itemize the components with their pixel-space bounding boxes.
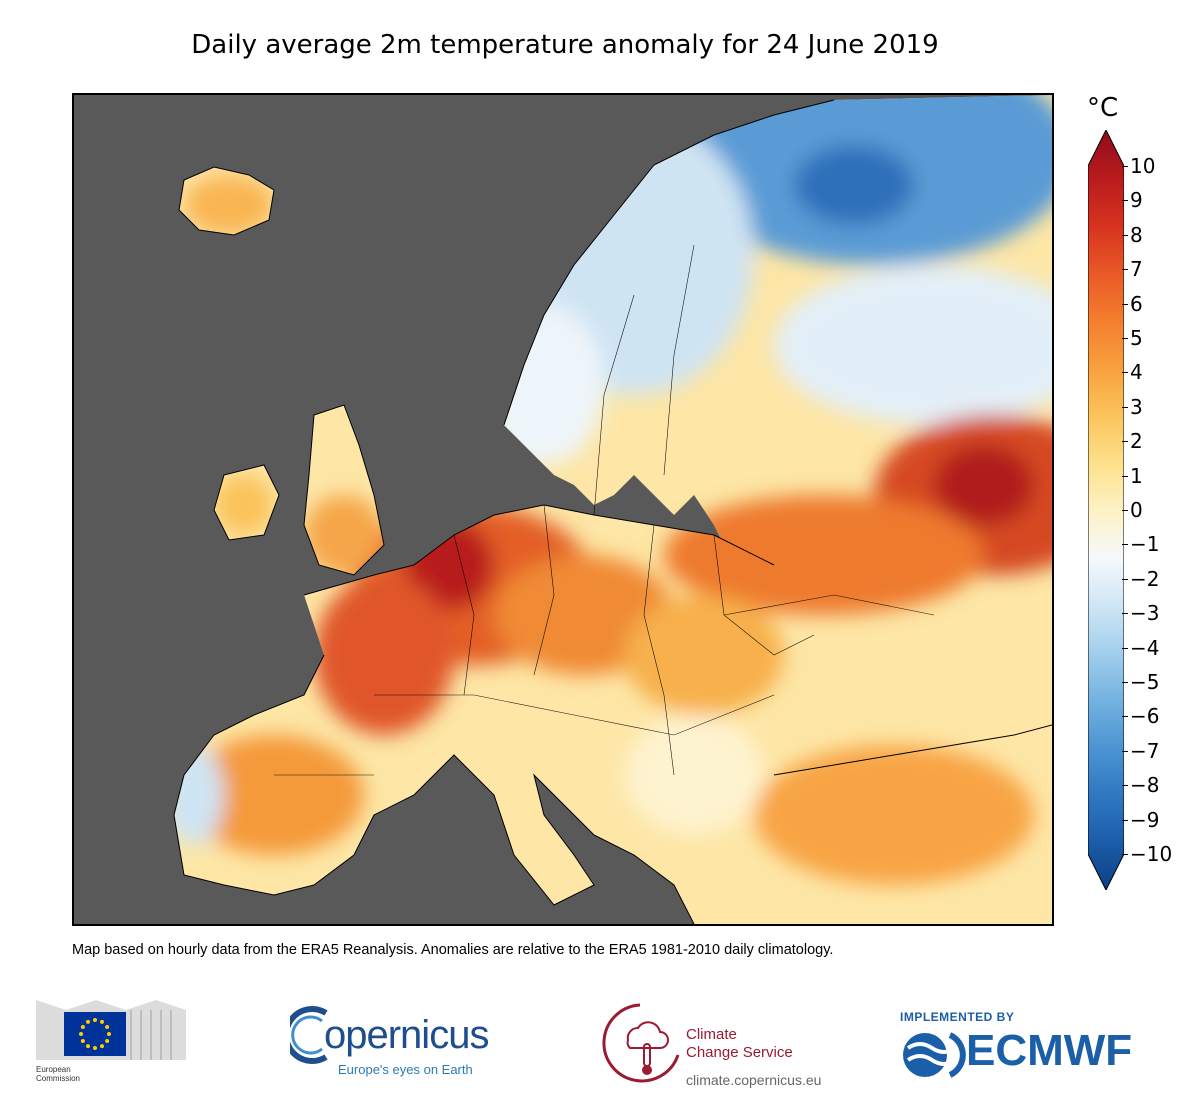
- colorbar-tick-label: 5: [1130, 326, 1143, 350]
- colorbar-tick-mark: [1122, 716, 1128, 718]
- colorbar-tick-mark: [1122, 475, 1128, 477]
- ecmwf-logo: IMPLEMENTED BY ECMWF: [900, 1010, 1170, 1090]
- eu-star-icon: [100, 1044, 104, 1049]
- colorbar-tick-label: −6: [1130, 704, 1160, 729]
- eu-star-icon: [93, 1018, 97, 1022]
- colorbar-tick-mark: [1122, 200, 1128, 202]
- colorbar-tick-label: 0: [1130, 498, 1143, 522]
- ec-line1: European: [36, 1065, 71, 1074]
- colorbar-tick-mark: [1122, 750, 1128, 752]
- ecmwf-name: ECMWF: [966, 1026, 1133, 1075]
- colorbar-tick-mark: [1122, 372, 1128, 374]
- colorbar-tick-mark: [1122, 166, 1128, 167]
- eu-star-icon: [86, 1019, 90, 1024]
- eu-star-icon: [79, 1032, 83, 1036]
- footnote: Map based on hourly data from the ERA5 R…: [72, 942, 834, 958]
- eu-star-icon: [105, 1025, 110, 1029]
- colorbar-tick-label: 1: [1130, 463, 1143, 488]
- eu-star-icon: [107, 1032, 111, 1036]
- map-title: Daily average 2m temperature anomaly for…: [191, 30, 939, 60]
- colorbar-tick-label: 3: [1130, 394, 1143, 419]
- country-borders: [274, 244, 935, 776]
- colorbar-tick-label: 8: [1130, 222, 1143, 247]
- c3s-line2: Change Service: [686, 1044, 793, 1061]
- colorbar-tick-label: −7: [1130, 738, 1160, 763]
- colorbar-tick-label: −2: [1130, 566, 1160, 591]
- coastlines: [173, 99, 1052, 924]
- colorbar-tick-label: −8: [1130, 773, 1160, 798]
- colorbar-tick-label: 9: [1130, 188, 1143, 213]
- colorbar-tick-mark: [1122, 234, 1128, 236]
- colorbar-tick-label: −4: [1130, 635, 1160, 660]
- ecmwf-waves-icon: [903, 1032, 966, 1078]
- c3s-line1: Climate: [686, 1026, 737, 1043]
- colorbar-tick-mark: [1122, 819, 1128, 821]
- colorbar-tick-label: 6: [1130, 291, 1143, 316]
- eu-star-icon: [93, 1046, 97, 1050]
- colorbar-tick-mark: [1122, 578, 1128, 580]
- colorbar-tick-label: −3: [1130, 601, 1160, 626]
- colorbar-tick-mark: [1122, 303, 1128, 305]
- colorbar-tick-label: 7: [1130, 257, 1143, 282]
- c3s-url: climate.copernicus.eu: [686, 1072, 822, 1088]
- colorbar-tick-mark: [1122, 510, 1128, 511]
- copernicus-logo: opernicus Europe's eyes on Earth: [290, 1005, 490, 1085]
- anomaly-map: [72, 93, 1054, 926]
- colorbar-tick-mark: [1122, 406, 1128, 408]
- colorbar-tick-label: 4: [1130, 360, 1143, 385]
- colorbar-tick-label: −9: [1130, 807, 1160, 832]
- colorbar-tick-mark: [1122, 613, 1128, 615]
- c3s-logo: Climate Change Service climate.copernicu…: [600, 1000, 830, 1090]
- copernicus-c-icon: [290, 1006, 328, 1064]
- european-commission-logo: European Commission: [36, 990, 186, 1090]
- eu-star-icon: [105, 1039, 110, 1043]
- colorbar-tick-label: 10: [1130, 154, 1156, 178]
- colorbar-tick-label: −1: [1130, 532, 1160, 557]
- colorbar-svg: [1087, 128, 1125, 892]
- thermometer-cloud-icon: [602, 1003, 680, 1083]
- ec-emblem-icon: [36, 1000, 186, 1060]
- colorbar-tick-mark: [1122, 854, 1128, 855]
- colorbar-tick-label: −5: [1130, 670, 1160, 694]
- colorbar-tick-mark: [1122, 269, 1128, 271]
- eu-star-icon: [80, 1025, 85, 1029]
- europe-map-svg: [74, 95, 1052, 924]
- colorbar: [1087, 128, 1125, 892]
- copernicus-tagline: Europe's eyes on Earth: [338, 1062, 473, 1077]
- colorbar-tick-mark: [1122, 682, 1128, 683]
- colorbar-tick-mark: [1122, 441, 1128, 443]
- eu-star-icon: [86, 1044, 90, 1049]
- colorbar-unit: °C: [1087, 93, 1119, 123]
- colorbar-tick-mark: [1122, 338, 1128, 339]
- ec-line2: Commission: [36, 1074, 81, 1083]
- colorbar-bar: [1087, 128, 1125, 892]
- ec-text: European Commission: [36, 1065, 186, 1083]
- eu-star-icon: [80, 1039, 85, 1043]
- colorbar-tick-mark: [1122, 647, 1128, 649]
- copernicus-name: opernicus: [324, 1013, 489, 1057]
- colorbar-tick-mark: [1122, 785, 1128, 787]
- ecmwf-implemented-by: IMPLEMENTED BY: [900, 1010, 1015, 1024]
- eu-star-icon: [100, 1019, 104, 1024]
- colorbar-tick-label: 2: [1130, 429, 1143, 454]
- colorbar-tick-mark: [1122, 544, 1128, 546]
- colorbar-tick-label: −10: [1130, 842, 1173, 866]
